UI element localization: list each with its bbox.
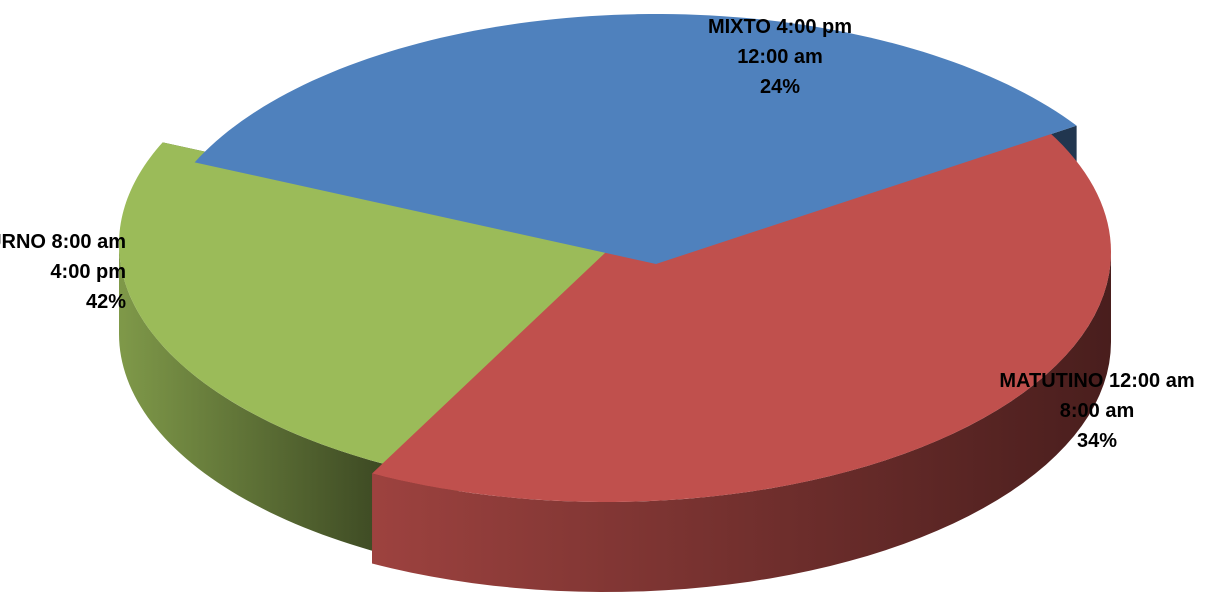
data-label-mixto: MIXTO 4:00 pm 12:00 am 24% (708, 16, 852, 98)
data-label-line: 4:00 pm (50, 261, 126, 283)
slice-tops-layer (119, 14, 1111, 502)
data-label-diurno: DIURNO 8:00 am 4:00 pm 42% (0, 231, 126, 313)
pie-slice-matutino (194, 14, 1077, 265)
data-label-line: 8:00 am (1060, 400, 1135, 422)
data-label-line: DIURNO 8:00 am (0, 231, 126, 253)
data-label-line: 34% (1077, 430, 1117, 452)
data-labels-layer: MATUTINO 12:00 am 8:00 am 34% DIURNO 8:00 a… (0, 16, 1195, 452)
data-label-matutino: MATUTINO 12:00 am 8:00 am 34% (999, 370, 1194, 452)
data-label-line: 12:00 am (737, 46, 823, 68)
slice-side (119, 244, 391, 556)
slice-side (372, 252, 1111, 592)
data-label-line: 42% (86, 291, 126, 313)
data-label-line: 24% (760, 76, 800, 98)
data-label-line: MATUTINO 12:00 am (999, 370, 1194, 392)
data-label-line: MIXTO 4:00 pm (708, 16, 852, 38)
pie-slice-diurno (372, 113, 1111, 502)
